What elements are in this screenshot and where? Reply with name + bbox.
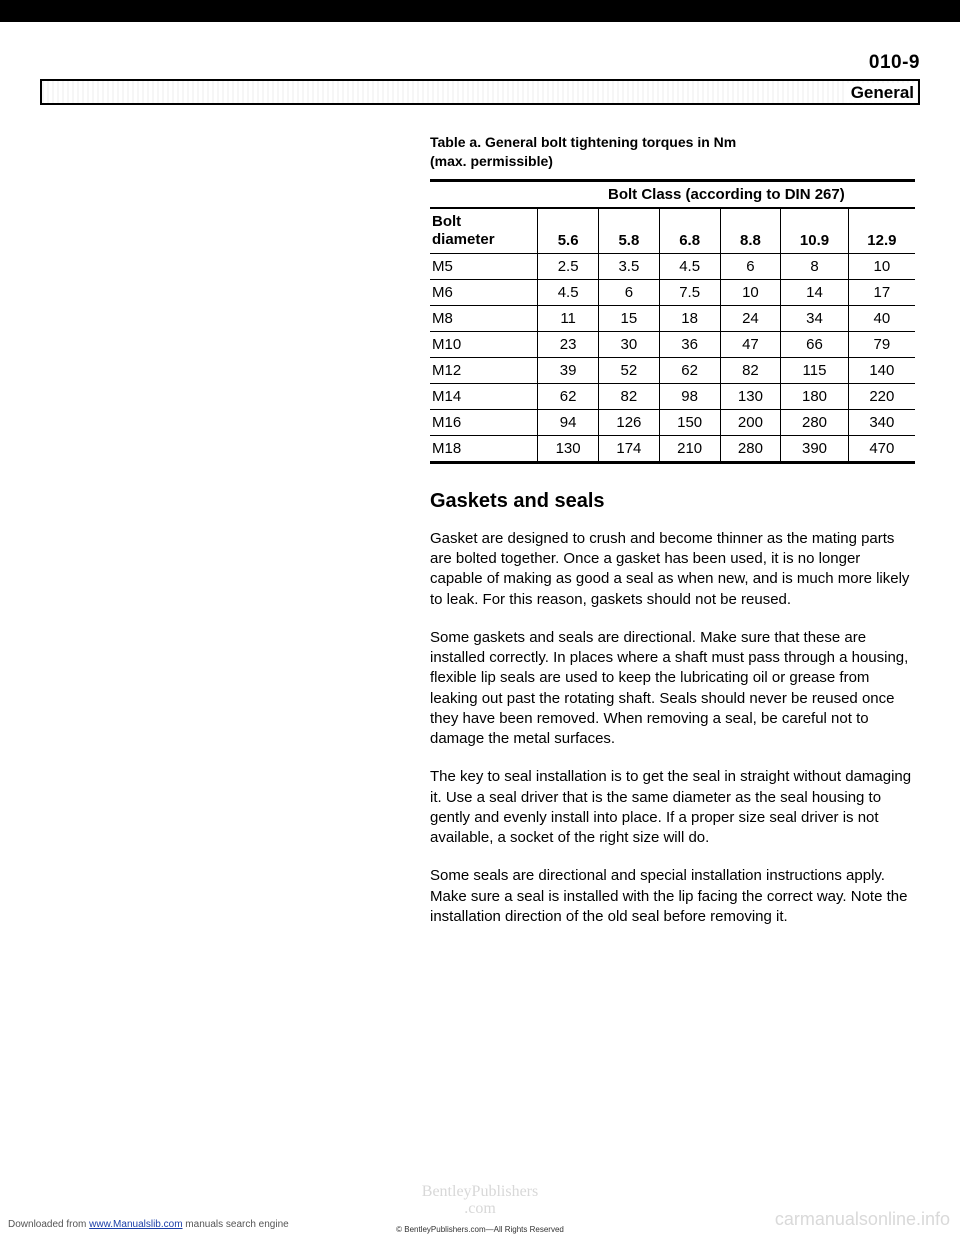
table-row: M10 23 30 36 47 66 79 <box>430 331 915 357</box>
copyright-text: © BentleyPublishers.com—All Rights Reser… <box>396 1225 564 1234</box>
table-group-header: Bolt Class (according to DIN 267) <box>538 180 915 208</box>
table-row: M8 11 15 18 24 34 40 <box>430 305 915 331</box>
table-col-header: 5.6 <box>538 208 599 254</box>
table-caption-line1: Table a. General bolt tightening torques… <box>430 134 736 150</box>
table-row: M14 62 82 98 130 180 220 <box>430 383 915 409</box>
table-col-header: 8.8 <box>720 208 781 254</box>
manualslib-link[interactable]: www.Manualslib.com <box>89 1219 182 1230</box>
table-caption: Table a. General bolt tightening torques… <box>430 133 915 171</box>
table-caption-line2: (max. permissible) <box>430 153 553 169</box>
section-title: General <box>845 83 914 103</box>
paragraph: The key to seal installation is to get t… <box>430 767 915 848</box>
table-col-header: 12.9 <box>848 208 915 254</box>
table-row: M16 94 126 150 200 280 340 <box>430 409 915 435</box>
page: 010-9 General Table a. General bolt tigh… <box>0 0 960 1242</box>
torque-table: Bolt Class (according to DIN 267) Bolt d… <box>430 179 915 464</box>
table-col-header: 6.8 <box>659 208 720 254</box>
table-row: M5 2.5 3.5 4.5 6 8 10 <box>430 253 915 279</box>
paragraph: Some gaskets and seals are directional. … <box>430 628 915 750</box>
table-col-header-diameter: Bolt diameter <box>430 208 538 254</box>
table-row: M18 130 174 210 280 390 470 <box>430 435 915 462</box>
download-attribution: Downloaded from www.Manualslib.com manua… <box>8 1219 289 1230</box>
site-watermark: carmanualsonline.info <box>775 1209 950 1230</box>
content-column: Table a. General bolt tightening torques… <box>430 133 915 927</box>
page-number: 010-9 <box>40 52 920 74</box>
table-row: M6 4.5 6 7.5 10 14 17 <box>430 279 915 305</box>
paragraph: Gasket are designed to crush and become … <box>430 529 915 610</box>
body-text: Gasket are designed to crush and become … <box>430 529 915 927</box>
section-heading: Gaskets and seals <box>430 490 915 513</box>
table-col-header: 10.9 <box>781 208 848 254</box>
paragraph: Some seals are directional and special i… <box>430 866 915 927</box>
publisher-watermark: BentleyPublishers .com <box>422 1183 538 1218</box>
page-header: 010-9 General <box>40 52 920 105</box>
section-title-bar: General <box>40 79 920 105</box>
table-row: M12 39 52 62 82 115 140 <box>430 357 915 383</box>
table-col-header: 5.8 <box>599 208 660 254</box>
